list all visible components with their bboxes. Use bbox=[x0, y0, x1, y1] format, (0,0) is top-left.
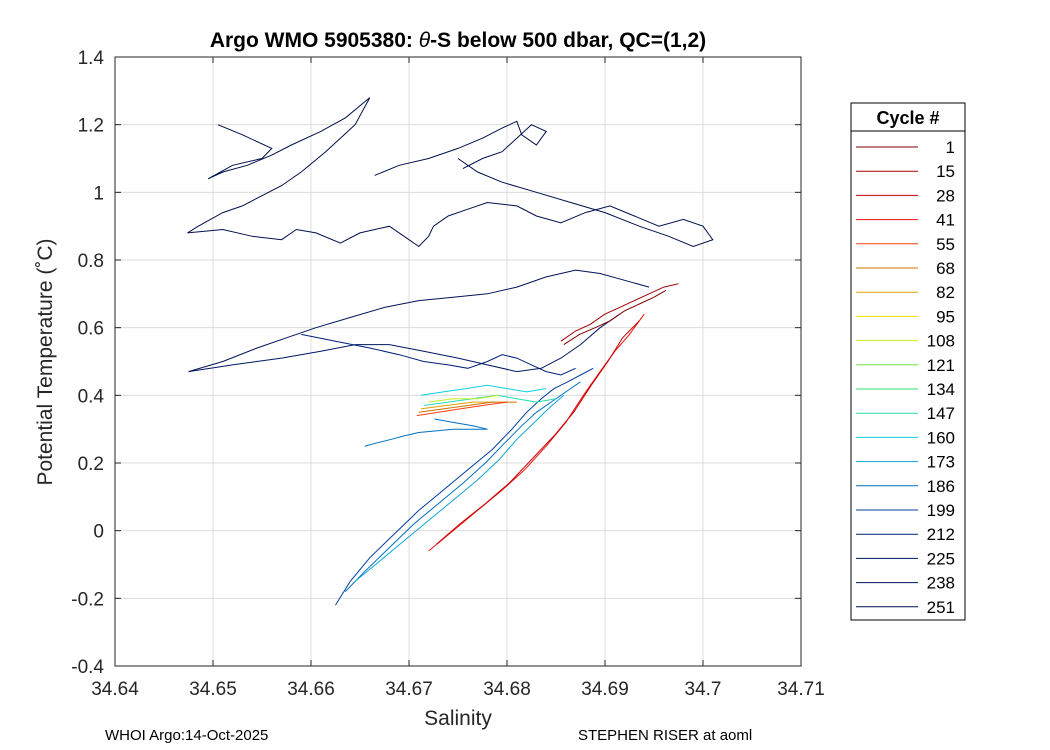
series-line-251 bbox=[187, 97, 371, 234]
series-line-212 bbox=[301, 333, 576, 376]
y-tick-label: 0.4 bbox=[78, 386, 105, 407]
series-line-15 bbox=[560, 283, 679, 342]
series-group bbox=[187, 97, 714, 606]
series-line-251b bbox=[187, 158, 714, 248]
series-line-186 bbox=[344, 381, 581, 592]
legend: Cycle # 1 15 28 41 55 68 82 95 108 121 134 147 160 17… bbox=[850, 102, 966, 621]
series-line-251c bbox=[374, 120, 547, 176]
legend-label: 186 bbox=[927, 477, 955, 496]
series-line-240 bbox=[188, 269, 650, 373]
tick-labels: 34.64 34.65 34.66 34.67 34.68 34.69 34.7 34.71 -… bbox=[71, 48, 825, 700]
x-tick-label: 34.67 bbox=[385, 679, 433, 700]
legend-label: 251 bbox=[927, 598, 955, 617]
y-tick-label: 1.2 bbox=[78, 116, 104, 137]
y-tick-label: 0.8 bbox=[78, 251, 104, 272]
series-line-1 bbox=[563, 289, 667, 346]
plot-area bbox=[114, 56, 802, 667]
legend-label: 225 bbox=[927, 549, 955, 568]
x-tick-label: 34.68 bbox=[483, 679, 531, 700]
series-line-160 bbox=[420, 384, 547, 396]
y-tick-label: -0.2 bbox=[71, 589, 104, 610]
series-line-173 bbox=[354, 394, 565, 582]
legend-label: 160 bbox=[927, 428, 955, 447]
legend-label: 1 bbox=[946, 138, 955, 157]
x-tick-label: 34.65 bbox=[189, 679, 237, 700]
chart-title: Argo WMO 5905380: θ-S below 500 dbar, QC… bbox=[210, 29, 706, 52]
x-tick-label: 34.7 bbox=[685, 679, 722, 700]
legend-label: 68 bbox=[936, 259, 955, 278]
y-axis-label: Potential Temperature (˚C) bbox=[34, 238, 57, 485]
legend-label: 41 bbox=[936, 211, 955, 230]
series-line-41 bbox=[428, 313, 645, 552]
series-line-230 bbox=[188, 313, 620, 373]
legend-label: 147 bbox=[927, 404, 955, 423]
series-line-82 bbox=[420, 401, 498, 410]
legend-label: 121 bbox=[927, 356, 955, 375]
x-tick-label: 34.64 bbox=[91, 679, 139, 700]
x-tick-label: 34.71 bbox=[777, 679, 825, 700]
x-axis-label: Salinity bbox=[424, 707, 492, 730]
series-line-55 bbox=[416, 401, 508, 417]
legend-label: 134 bbox=[927, 380, 955, 399]
x-tick-label: 34.66 bbox=[287, 679, 335, 700]
y-tick-label: 1 bbox=[93, 183, 104, 204]
y-tick-label: 0 bbox=[93, 522, 104, 543]
series-line-199 bbox=[335, 367, 594, 606]
footer-left: WHOI Argo:14-Oct-2025 bbox=[105, 727, 268, 744]
legend-label: 108 bbox=[927, 332, 955, 351]
legend-title: Cycle # bbox=[876, 108, 939, 128]
series-line-68 bbox=[418, 401, 517, 413]
legend-label: 199 bbox=[927, 501, 955, 520]
y-tick-label: 0.6 bbox=[78, 319, 104, 340]
legend-label: 28 bbox=[936, 186, 955, 205]
legend-label: 95 bbox=[936, 307, 955, 326]
x-tick-label: 34.69 bbox=[581, 679, 629, 700]
legend-label: 212 bbox=[927, 525, 955, 544]
legend-label: 82 bbox=[936, 283, 955, 302]
legend-label: 173 bbox=[927, 453, 955, 472]
legend-label: 238 bbox=[927, 574, 955, 593]
y-tick-label: 0.2 bbox=[78, 454, 104, 475]
series-line-108 bbox=[428, 394, 500, 403]
legend-label: 55 bbox=[936, 235, 955, 254]
series-line-28 bbox=[436, 320, 640, 545]
footer-right: STEPHEN RISER at aoml bbox=[578, 727, 752, 744]
y-tick-label: 1.4 bbox=[78, 48, 105, 69]
series-line-190 bbox=[364, 418, 488, 447]
legend-label: 15 bbox=[936, 162, 955, 181]
y-tick-label: -0.4 bbox=[71, 657, 104, 678]
